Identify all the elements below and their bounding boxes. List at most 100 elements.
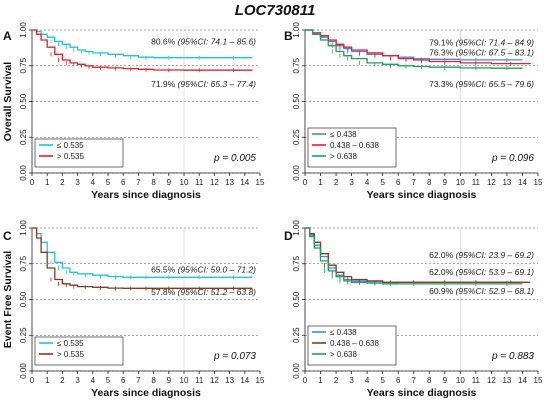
x-tick-label: 13 xyxy=(225,178,234,187)
legend-label: > 0.638 xyxy=(330,152,357,161)
y-tick-label: 0.50 xyxy=(292,291,301,307)
x-tick-label: 15 xyxy=(256,376,265,385)
y-tick-label: 0.50 xyxy=(292,93,301,109)
legend-box xyxy=(34,138,124,168)
annotation-ci: (95%CI: 51.2 – 63.8) xyxy=(178,287,257,297)
legend-label: ≤ 0.438 xyxy=(330,130,357,139)
figure-title: LOC730811 xyxy=(234,2,316,19)
panel-letter: C xyxy=(3,229,12,243)
annotation-ci: (95%CI: 65.5 – 79.6) xyxy=(456,79,535,89)
annotation: 60.9% (95%CI: 52.9 – 68.1) xyxy=(429,286,534,296)
x-tick-label: 10 xyxy=(456,376,465,385)
x-tick-label: 7 xyxy=(412,376,417,385)
y-tick-label: 0.25 xyxy=(292,129,301,145)
x-tick-label: 2 xyxy=(60,178,65,187)
x-tick-label: 9 xyxy=(167,376,172,385)
y-tick-label: 0.00 xyxy=(19,165,28,181)
legend-box xyxy=(34,336,124,366)
legend-label: ≤ 0.438 xyxy=(330,328,357,337)
x-tick-label: 4 xyxy=(91,376,96,385)
x-tick-label: 12 xyxy=(487,376,496,385)
x-tick-label: 0 xyxy=(303,178,308,187)
x-tick-label: 9 xyxy=(443,376,448,385)
annotation-value: 62.0% xyxy=(429,267,455,277)
x-tick-label: 3 xyxy=(75,376,80,385)
x-tick-label: 6 xyxy=(121,178,126,187)
y-tick-label: 0.00 xyxy=(19,363,28,379)
annotation: 65.5% (95%CI: 59.0 – 71.2) xyxy=(151,264,256,274)
x-tick-label: 5 xyxy=(380,376,385,385)
annotation-ci: (95%CI: 53.9 – 69.1) xyxy=(456,267,535,277)
panel-d: D0.000.250.500.751.000 1 2 3 4 5 6 7 8 9 10 11 12 13 1… xyxy=(284,220,543,399)
x-tick-label: 4 xyxy=(91,178,96,187)
x-axis-label: Years since diagnosis xyxy=(91,387,201,399)
x-tick-label: 2 xyxy=(334,376,339,385)
y-tick-label: 0.25 xyxy=(292,327,301,343)
x-tick-label: 3 xyxy=(349,376,354,385)
legend-label: > 0.535 xyxy=(57,350,84,359)
annotation-value: 65.5% xyxy=(151,264,177,274)
y-tick-label: 0.50 xyxy=(19,93,28,109)
x-tick-label: 12 xyxy=(487,178,496,187)
x-tick-label: 3 xyxy=(349,178,354,187)
legend-label: > 0.535 xyxy=(57,152,84,161)
x-tick-label: 11 xyxy=(195,376,204,385)
annotation: 71.9% (95%CI: 65.3 – 77.4) xyxy=(151,79,256,89)
x-tick-label: 0 xyxy=(30,178,35,187)
x-tick-label: 12 xyxy=(210,376,219,385)
annotation-value: 73.3% xyxy=(429,79,455,89)
annotation-ci: (95%CI: 71.4 – 84.9) xyxy=(456,38,535,48)
panel-letter: D xyxy=(284,229,293,243)
x-tick-label: 2 xyxy=(60,376,65,385)
x-tick-label: 1 xyxy=(318,376,323,385)
x-tick-label: 4 xyxy=(365,178,370,187)
annotation-value: 76.3% xyxy=(429,48,455,58)
legend-label: ≤ 0.535 xyxy=(57,339,84,348)
x-tick-label: 14 xyxy=(518,376,527,385)
x-tick-label: 7 xyxy=(412,178,417,187)
annotation: 57.8% (95%CI: 51.2 – 63.8) xyxy=(151,287,256,297)
x-tick-label: 13 xyxy=(225,376,234,385)
annotation-value: 71.9% xyxy=(151,79,177,89)
y-tick-label: 1.00 xyxy=(19,22,28,38)
x-tick-label: 5 xyxy=(106,376,111,385)
annotation: 79.1% (95%CI: 71.4 – 84.9) xyxy=(429,38,534,48)
x-tick-label: 15 xyxy=(534,376,543,385)
y-tick-label: 0.25 xyxy=(19,327,28,343)
annotation: 62.0% (95%CI: 23.9 – 69.2) xyxy=(429,250,534,260)
x-tick-label: 1 xyxy=(45,376,50,385)
x-tick-label: 3 xyxy=(75,178,80,187)
y-tick-label: 0.75 xyxy=(292,255,301,271)
x-tick-label: 8 xyxy=(151,178,156,187)
x-tick-label: 4 xyxy=(365,376,370,385)
x-tick-label: 7 xyxy=(136,376,141,385)
p-value: p = 0.096 xyxy=(491,153,534,164)
p-value: p = 0.073 xyxy=(213,351,256,362)
y-tick-label: 0.75 xyxy=(19,255,28,271)
x-tick-label: 15 xyxy=(534,178,543,187)
x-tick-label: 8 xyxy=(427,178,432,187)
y-tick-label: 1.00 xyxy=(292,22,301,38)
annotation: 73.3% (95%CI: 65.5 – 79.6) xyxy=(429,79,534,89)
p-value: p = 0.883 xyxy=(491,351,534,362)
x-tick-label: 5 xyxy=(106,178,111,187)
y-tick-label: 0.00 xyxy=(292,363,301,379)
y-axis-label: Overall Survival xyxy=(2,62,14,141)
legend-label: ≤ 0.535 xyxy=(57,141,84,150)
annotation-value: 60.9% xyxy=(429,286,455,296)
series-line-3 xyxy=(305,227,523,285)
y-tick-label: 1.00 xyxy=(19,220,28,236)
annotation: 80.6% (95%CI: 74.1 – 85.6) xyxy=(151,36,256,46)
panel-a: A0.000.250.500.751.000 1 2 3 4 5 6 7 8 9 10 11 12 13 1… xyxy=(2,22,265,201)
x-tick-label: 10 xyxy=(180,376,189,385)
y-tick-label: 0.25 xyxy=(19,129,28,145)
x-tick-label: 0 xyxy=(30,376,35,385)
x-tick-label: 8 xyxy=(151,376,156,385)
x-tick-label: 6 xyxy=(121,376,126,385)
x-axis-label: Years since diagnosis xyxy=(91,189,201,201)
x-tick-label: 1 xyxy=(45,178,50,187)
panel-letter: B xyxy=(284,29,293,43)
annotation: 76.3% (95%CI: 67.5 – 83.1) xyxy=(429,48,534,58)
x-tick-label: 10 xyxy=(456,178,465,187)
